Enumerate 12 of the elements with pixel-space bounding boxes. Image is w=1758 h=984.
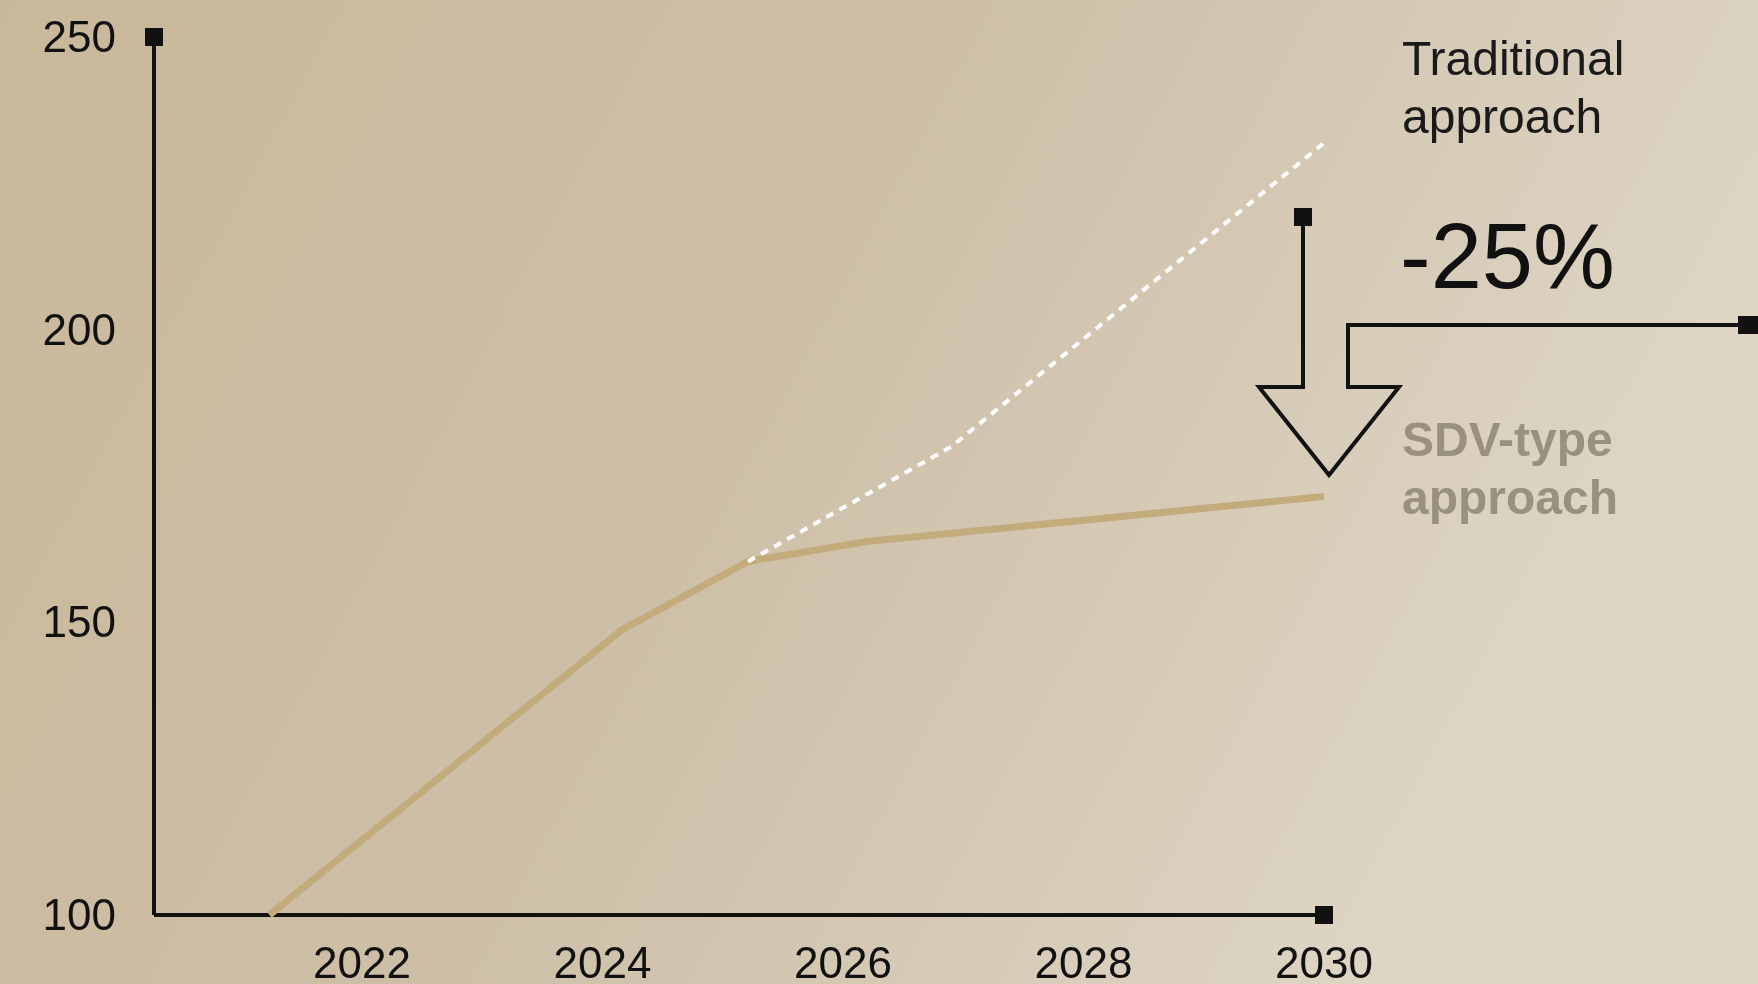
- y-tick-label: 250: [42, 12, 116, 61]
- y-tick-label: 200: [42, 304, 116, 354]
- x-tick-label: 2028: [1034, 938, 1133, 984]
- y-tick-label: 150: [42, 597, 116, 647]
- x-tick-label: 2026: [794, 938, 892, 984]
- x-tick-label: 2024: [553, 938, 652, 984]
- text: -25%: [1400, 205, 1615, 307]
- x-tick-label: 2030: [1275, 938, 1373, 984]
- series-label: Traditional approach: [1402, 32, 1625, 143]
- y-tick-label: 100: [42, 890, 116, 939]
- series-label: SDV-type approach: [1402, 413, 1619, 525]
- x-tick-label: 2022: [313, 938, 411, 984]
